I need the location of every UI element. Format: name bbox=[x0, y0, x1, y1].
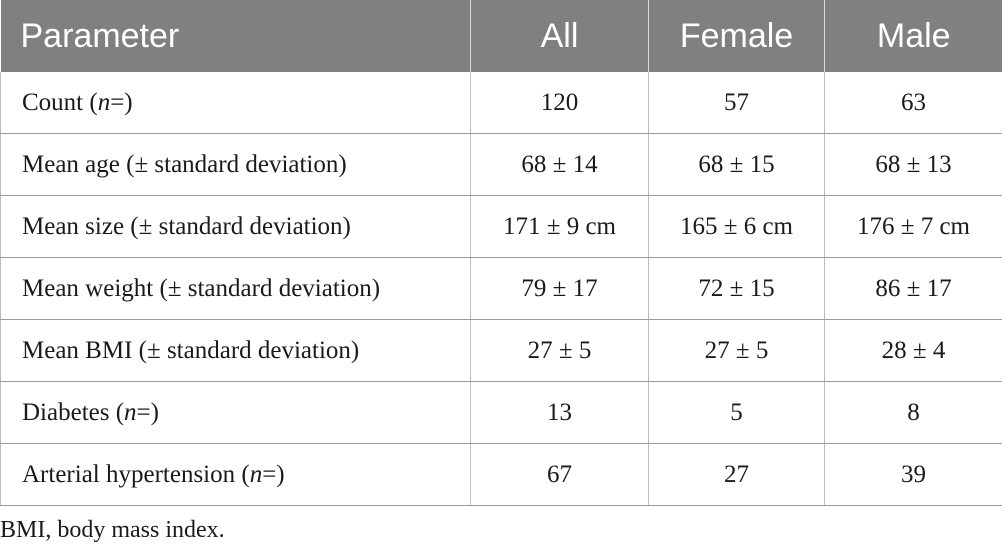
header-row: Parameter All Female Male bbox=[0, 0, 1002, 72]
table-body: Count (n=) 120 57 63 Mean age (± standar… bbox=[0, 72, 1002, 506]
cell-all: 67 bbox=[470, 443, 649, 506]
table-footnote: BMI, body mass index. bbox=[0, 517, 225, 543]
param-text: Diabetes ( bbox=[22, 398, 125, 426]
table-row: Diabetes (n=) 13 5 8 bbox=[0, 381, 1002, 444]
table-row: Count (n=) 120 57 63 bbox=[0, 72, 1002, 134]
table-row: Arterial hypertension (n=) 67 27 39 bbox=[0, 443, 1002, 506]
cell-all: 171 ± 9 cm bbox=[470, 195, 649, 258]
table-row: Mean BMI (± standard deviation) 27 ± 5 2… bbox=[0, 319, 1002, 382]
param-text: Mean size (± standard deviation) bbox=[22, 212, 351, 240]
row-parameter: Mean BMI (± standard deviation) bbox=[0, 319, 471, 382]
header-all: All bbox=[470, 0, 649, 72]
table-row: Mean size (± standard deviation) 171 ± 9… bbox=[0, 195, 1002, 258]
cell-all: 27 ± 5 bbox=[470, 319, 649, 382]
cell-all: 68 ± 14 bbox=[470, 133, 649, 196]
cell-female: 165 ± 6 cm bbox=[648, 195, 825, 258]
cell-female: 27 bbox=[648, 443, 825, 506]
table-header: Parameter All Female Male bbox=[0, 0, 1002, 72]
table-row: Mean weight (± standard deviation) 79 ± … bbox=[0, 257, 1002, 320]
cell-male: 63 bbox=[824, 72, 1002, 134]
cell-all: 79 ± 17 bbox=[470, 257, 649, 320]
param-text: Count ( bbox=[22, 88, 98, 116]
param-italic: n bbox=[124, 398, 137, 426]
param-suffix: =) bbox=[110, 88, 133, 116]
cell-female: 5 bbox=[648, 381, 825, 444]
header-female: Female bbox=[648, 0, 825, 72]
param-text: Mean BMI (± standard deviation) bbox=[22, 336, 360, 364]
table-row: Mean age (± standard deviation) 68 ± 14 … bbox=[0, 133, 1002, 196]
param-italic: n bbox=[97, 88, 111, 116]
header-parameter: Parameter bbox=[0, 0, 471, 72]
param-text: Mean weight (± standard deviation) bbox=[22, 274, 381, 302]
param-text: Mean age (± standard deviation) bbox=[22, 150, 347, 178]
cell-male: 8 bbox=[824, 381, 1002, 444]
cell-all: 13 bbox=[470, 381, 649, 444]
row-parameter: Arterial hypertension (n=) bbox=[0, 443, 471, 506]
row-parameter: Mean weight (± standard deviation) bbox=[0, 257, 471, 320]
cell-male: 28 ± 4 bbox=[824, 319, 1002, 382]
cell-male: 86 ± 17 bbox=[824, 257, 1002, 320]
cell-male: 68 ± 13 bbox=[824, 133, 1002, 196]
cell-all: 120 bbox=[470, 72, 649, 134]
cell-female: 72 ± 15 bbox=[648, 257, 825, 320]
data-table-container: Parameter All Female Male Count (n=) 120… bbox=[0, 0, 1002, 506]
row-parameter: Mean size (± standard deviation) bbox=[0, 195, 471, 258]
cell-male: 176 ± 7 cm bbox=[824, 195, 1002, 258]
row-parameter: Mean age (± standard deviation) bbox=[0, 133, 471, 196]
param-suffix: =) bbox=[136, 398, 159, 426]
param-suffix: =) bbox=[262, 460, 285, 488]
cell-female: 57 bbox=[648, 72, 825, 134]
cell-female: 68 ± 15 bbox=[648, 133, 825, 196]
param-text: Arterial hypertension ( bbox=[22, 460, 250, 488]
demographics-table: Parameter All Female Male Count (n=) 120… bbox=[0, 0, 1002, 506]
cell-female: 27 ± 5 bbox=[648, 319, 825, 382]
header-male: Male bbox=[824, 0, 1002, 72]
row-parameter: Diabetes (n=) bbox=[0, 381, 471, 444]
param-italic: n bbox=[249, 460, 263, 488]
cell-male: 39 bbox=[824, 443, 1002, 506]
row-parameter: Count (n=) bbox=[0, 72, 471, 134]
